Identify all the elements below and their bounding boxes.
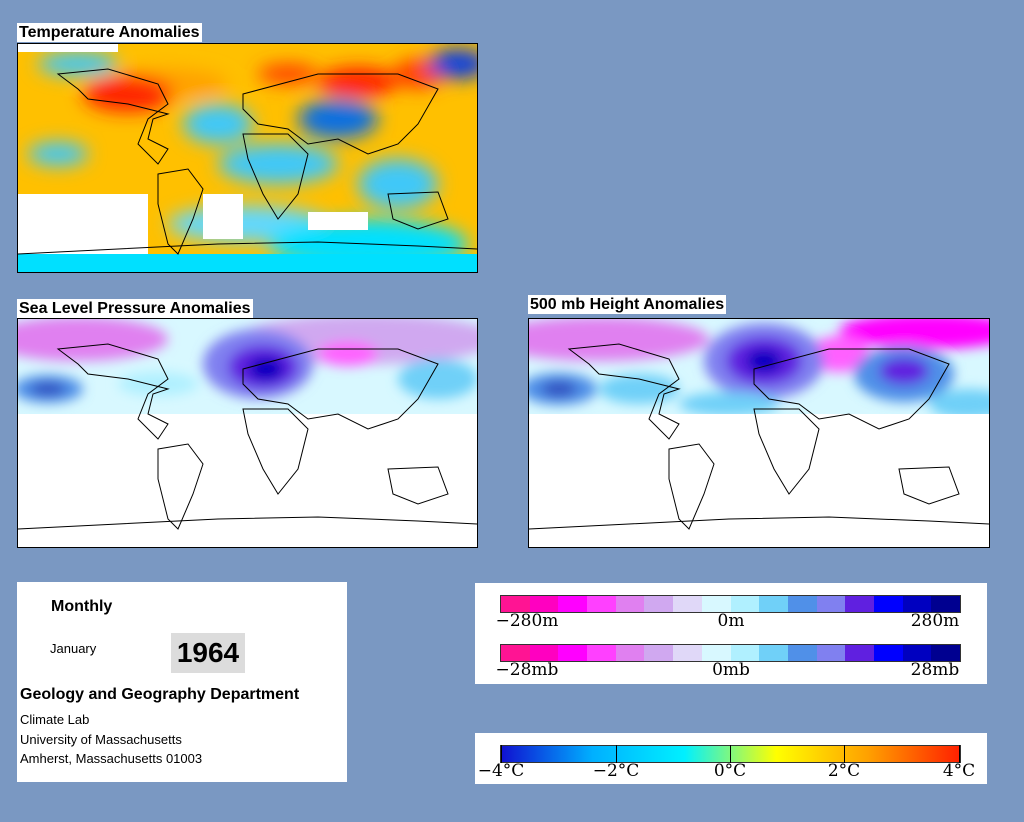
pressure-color-step (673, 645, 702, 661)
period-label: Monthly (51, 598, 113, 615)
pressure-color-step (873, 645, 903, 661)
temp-legend-label: 4°C (942, 761, 976, 781)
height-color-step (730, 596, 760, 612)
pressure-color-step (845, 645, 874, 661)
pressure-color-step (701, 645, 731, 661)
height-color-step (615, 596, 645, 612)
pressure-color-step (587, 645, 616, 661)
pressure-legend-min: −28mb (495, 660, 559, 680)
height-color-step (644, 596, 674, 612)
pressure-color-step (644, 645, 674, 661)
pressure-color-step (615, 645, 645, 661)
pressure-legend-max: 28mb (910, 660, 960, 680)
height500-anomalies-title: 500 mb Height Anomalies (528, 295, 727, 314)
height-color-step (501, 596, 530, 612)
height-color-step (558, 596, 588, 612)
pressure-color-step (931, 645, 960, 661)
height-color-step (787, 596, 817, 612)
temperature-map-graphic (18, 44, 477, 272)
pressure-color-step (558, 645, 588, 661)
height-color-step (701, 596, 731, 612)
height-color-step (845, 596, 874, 612)
department-name: Geology and Geography Department (20, 686, 300, 703)
height-color-step (587, 596, 616, 612)
pressure-color-step (787, 645, 817, 661)
temp-legend-label: 0°C (713, 761, 747, 781)
height-color-step (873, 596, 903, 612)
slp-anomalies-title: Sea Level Pressure Anomalies (17, 299, 253, 318)
year-display: 1964 (171, 633, 245, 673)
slp-map-graphic (18, 319, 477, 547)
temp-tick-mark (616, 745, 617, 763)
temp-legend-label: −2°C (592, 761, 640, 781)
pressure-color-step (816, 645, 846, 661)
temp-tick-mark (501, 745, 502, 763)
temperature-anomalies-title: Temperature Anomalies (17, 23, 202, 42)
temp-tick-mark (844, 745, 845, 763)
temp-legend-label: −4°C (477, 761, 525, 781)
height-legend-min: −280m (495, 611, 559, 631)
temperature-anomalies-map (17, 43, 478, 273)
height500-anomalies-map (528, 318, 990, 548)
height-color-step (673, 596, 702, 612)
height-color-bar (500, 595, 961, 613)
pressure-color-step (529, 645, 559, 661)
height-color-step (529, 596, 559, 612)
temp-tick-mark (959, 745, 960, 763)
temperature-legend: −4°C −2°C 0°C 2°C 4°C (475, 733, 987, 784)
height-color-step (816, 596, 846, 612)
height500-map-graphic (529, 319, 989, 547)
slp-anomalies-map (17, 318, 478, 548)
temp-legend-label: 2°C (827, 761, 861, 781)
height-color-step (902, 596, 932, 612)
height-color-step (931, 596, 960, 612)
height-color-step (759, 596, 788, 612)
pressure-legend-mid: 0mb (712, 660, 750, 680)
temp-tick-mark (730, 745, 731, 763)
pressure-color-step (501, 645, 530, 661)
height-legend-mid: 0m (717, 611, 745, 631)
pressure-color-bar (500, 644, 961, 662)
university-name: University of Massachusetts (20, 732, 182, 747)
pressure-color-step (902, 645, 932, 661)
height-legend-max: 280m (910, 611, 960, 631)
pressure-color-step (759, 645, 788, 661)
month-label: January (50, 641, 97, 656)
address: Amherst, Massachusetts 01003 (20, 751, 203, 766)
info-box: Monthly January 1964 Geology and Geograp… (17, 582, 347, 782)
height-pressure-legend: −280m 0m 280m −28mb 0mb 28mb (475, 583, 987, 684)
lab-name: Climate Lab (20, 712, 90, 727)
pressure-color-step (730, 645, 760, 661)
